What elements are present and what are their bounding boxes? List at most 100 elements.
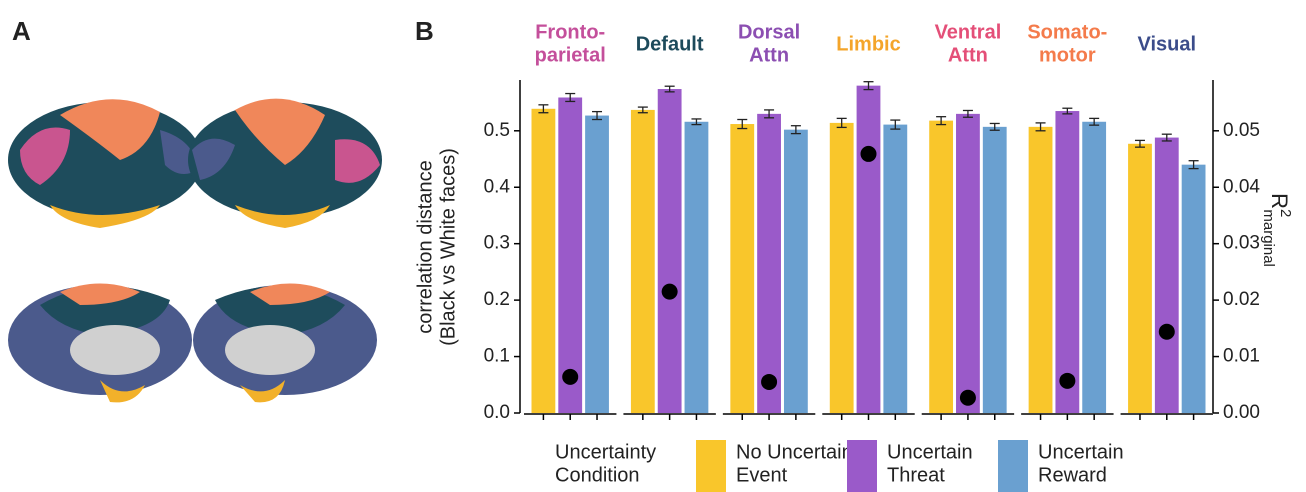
text-line: Event	[736, 465, 788, 487]
legend-label: No Uncertain Event	[736, 442, 853, 487]
error-bar	[538, 104, 549, 114]
legend-swatch	[696, 440, 726, 492]
text-line: (Black vs White faces)	[438, 148, 460, 346]
error-bar	[890, 119, 901, 130]
error-bar	[1035, 122, 1046, 132]
y2-tick-label: 0.05	[1223, 120, 1260, 141]
bar	[829, 122, 854, 414]
bar	[730, 124, 755, 413]
text-line: Attn	[749, 45, 789, 67]
text-line: motor	[1039, 45, 1096, 67]
panel-label: B	[415, 16, 434, 46]
error-bar	[936, 116, 947, 126]
y-axis-label: correlation distance(Black vs White face…	[415, 148, 460, 346]
facet-title: Somato-motor	[1027, 22, 1107, 67]
bar	[1181, 164, 1206, 413]
y2-tick-label: 0.00	[1223, 402, 1260, 423]
bar	[684, 121, 709, 413]
error-bar	[863, 81, 874, 91]
r2-point	[562, 368, 579, 385]
text-line: Uncertain	[1038, 442, 1124, 464]
facet-title: Limbic	[836, 33, 900, 55]
error-bar	[565, 92, 576, 103]
brain-medial-right	[193, 283, 377, 403]
y-tick-label: 0.1	[484, 346, 510, 367]
legend-title: Uncertainty Condition	[555, 442, 656, 487]
error-bar	[1062, 107, 1073, 115]
text-line: Dorsal	[738, 22, 800, 44]
error-bar	[664, 85, 675, 93]
y2-label-sub: marginal	[1260, 209, 1277, 267]
error-bar	[737, 118, 748, 130]
text-line: No Uncertain	[736, 442, 853, 464]
bar	[1128, 143, 1152, 414]
r2-point	[1059, 372, 1076, 389]
r2-point	[860, 145, 877, 162]
text-line: correlation distance	[415, 160, 437, 333]
bar	[1154, 137, 1179, 413]
y-tick-label: 0.2	[484, 289, 510, 310]
bar	[630, 109, 655, 413]
text-line: Attn	[948, 45, 988, 67]
text-line: parietal	[535, 45, 606, 67]
bar	[1055, 111, 1080, 414]
brain-lateral-right	[188, 98, 382, 228]
y2-tick-label: 0.03	[1223, 233, 1260, 254]
error-bar	[1089, 117, 1100, 126]
error-bar	[1161, 133, 1172, 142]
legend-swatch	[847, 440, 877, 492]
text-line: Uncertain	[887, 442, 973, 464]
bar	[982, 126, 1007, 413]
y-tick-label: 0.3	[484, 233, 510, 254]
text-line: Uncertainty	[555, 442, 656, 464]
bar	[757, 113, 781, 413]
bar	[585, 115, 609, 414]
y2-label-main: R	[1267, 193, 1292, 209]
error-bar	[790, 125, 801, 135]
y2-tick-label: 0.04	[1223, 176, 1260, 197]
error-bar	[592, 110, 603, 121]
facet-title: Visual	[1138, 33, 1197, 55]
error-bar	[1134, 139, 1145, 148]
bar	[929, 120, 954, 413]
facet-title: Fronto-parietal	[535, 22, 606, 67]
bar	[1082, 121, 1107, 413]
error-bar	[764, 109, 775, 119]
error-bar	[637, 106, 648, 114]
error-bar	[989, 122, 1000, 131]
legend-swatch	[998, 440, 1028, 492]
facet-title: Ventral Attn	[935, 22, 1002, 67]
error-bar	[691, 118, 702, 126]
text-line: Ventral	[935, 22, 1002, 44]
r2-point	[959, 389, 976, 406]
y-tick-label: 0.4	[484, 176, 511, 197]
error-bar	[1188, 160, 1199, 170]
bar	[531, 108, 556, 414]
y2-tick-label: 0.02	[1223, 289, 1260, 310]
error-bar	[836, 117, 847, 129]
error-bar	[962, 109, 973, 118]
text-line: Somato-	[1027, 22, 1107, 44]
brain-medial-left	[8, 283, 192, 403]
legend-label: Uncertain Threat	[887, 442, 973, 487]
bar	[856, 85, 881, 413]
r2-point	[661, 283, 678, 300]
text-line: Condition	[555, 465, 640, 487]
facet-title: Dorsal Attn	[738, 22, 800, 67]
text-line: Fronto-	[535, 22, 605, 44]
y2-label-sup: 2	[1277, 209, 1294, 217]
y-tick-label: 0.5	[484, 120, 510, 141]
bar	[956, 113, 980, 413]
brain-lateral-left	[8, 99, 202, 228]
legend-label: Uncertain Reward	[1038, 442, 1124, 487]
y2-axis-label: R2marginal	[1260, 193, 1294, 267]
bar	[783, 129, 808, 414]
y-tick-label: 0.0	[484, 402, 510, 423]
text-line: Reward	[1038, 465, 1107, 487]
bar	[657, 89, 682, 413]
y2-tick-label: 0.01	[1223, 346, 1260, 367]
r2-point	[1158, 323, 1175, 340]
bar	[558, 97, 583, 413]
text-line: Threat	[887, 465, 945, 487]
